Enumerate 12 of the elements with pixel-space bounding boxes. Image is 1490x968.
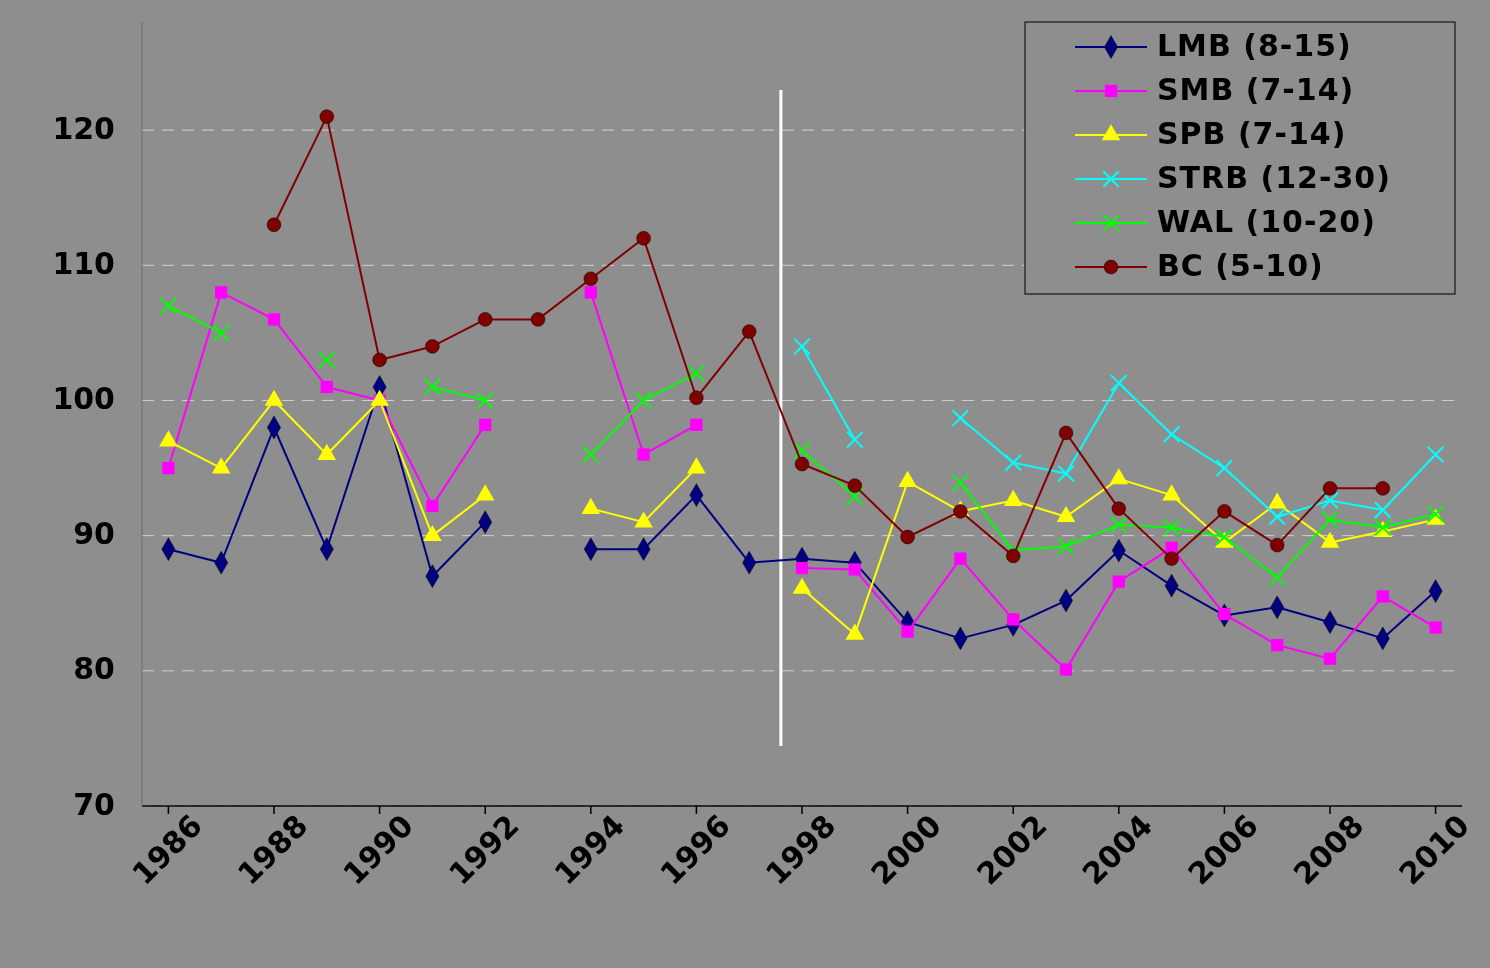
legend-label: STRB (12-30) bbox=[1157, 159, 1391, 195]
y-tick-label: 70 bbox=[73, 786, 115, 822]
legend-label: LMB (8-15) bbox=[1157, 27, 1352, 63]
legend-label: SPB (7-14) bbox=[1157, 115, 1347, 151]
y-tick-label: 110 bbox=[52, 245, 115, 281]
legend-label: BC (5-10) bbox=[1157, 247, 1324, 283]
y-tick-label: 80 bbox=[73, 651, 115, 687]
y-tick-label: 90 bbox=[73, 516, 115, 552]
legend-label: SMB (7-14) bbox=[1157, 71, 1355, 107]
y-tick-label: 100 bbox=[52, 380, 115, 416]
legend-label: WAL (10-20) bbox=[1157, 203, 1376, 239]
y-tick-label: 120 bbox=[52, 110, 115, 146]
